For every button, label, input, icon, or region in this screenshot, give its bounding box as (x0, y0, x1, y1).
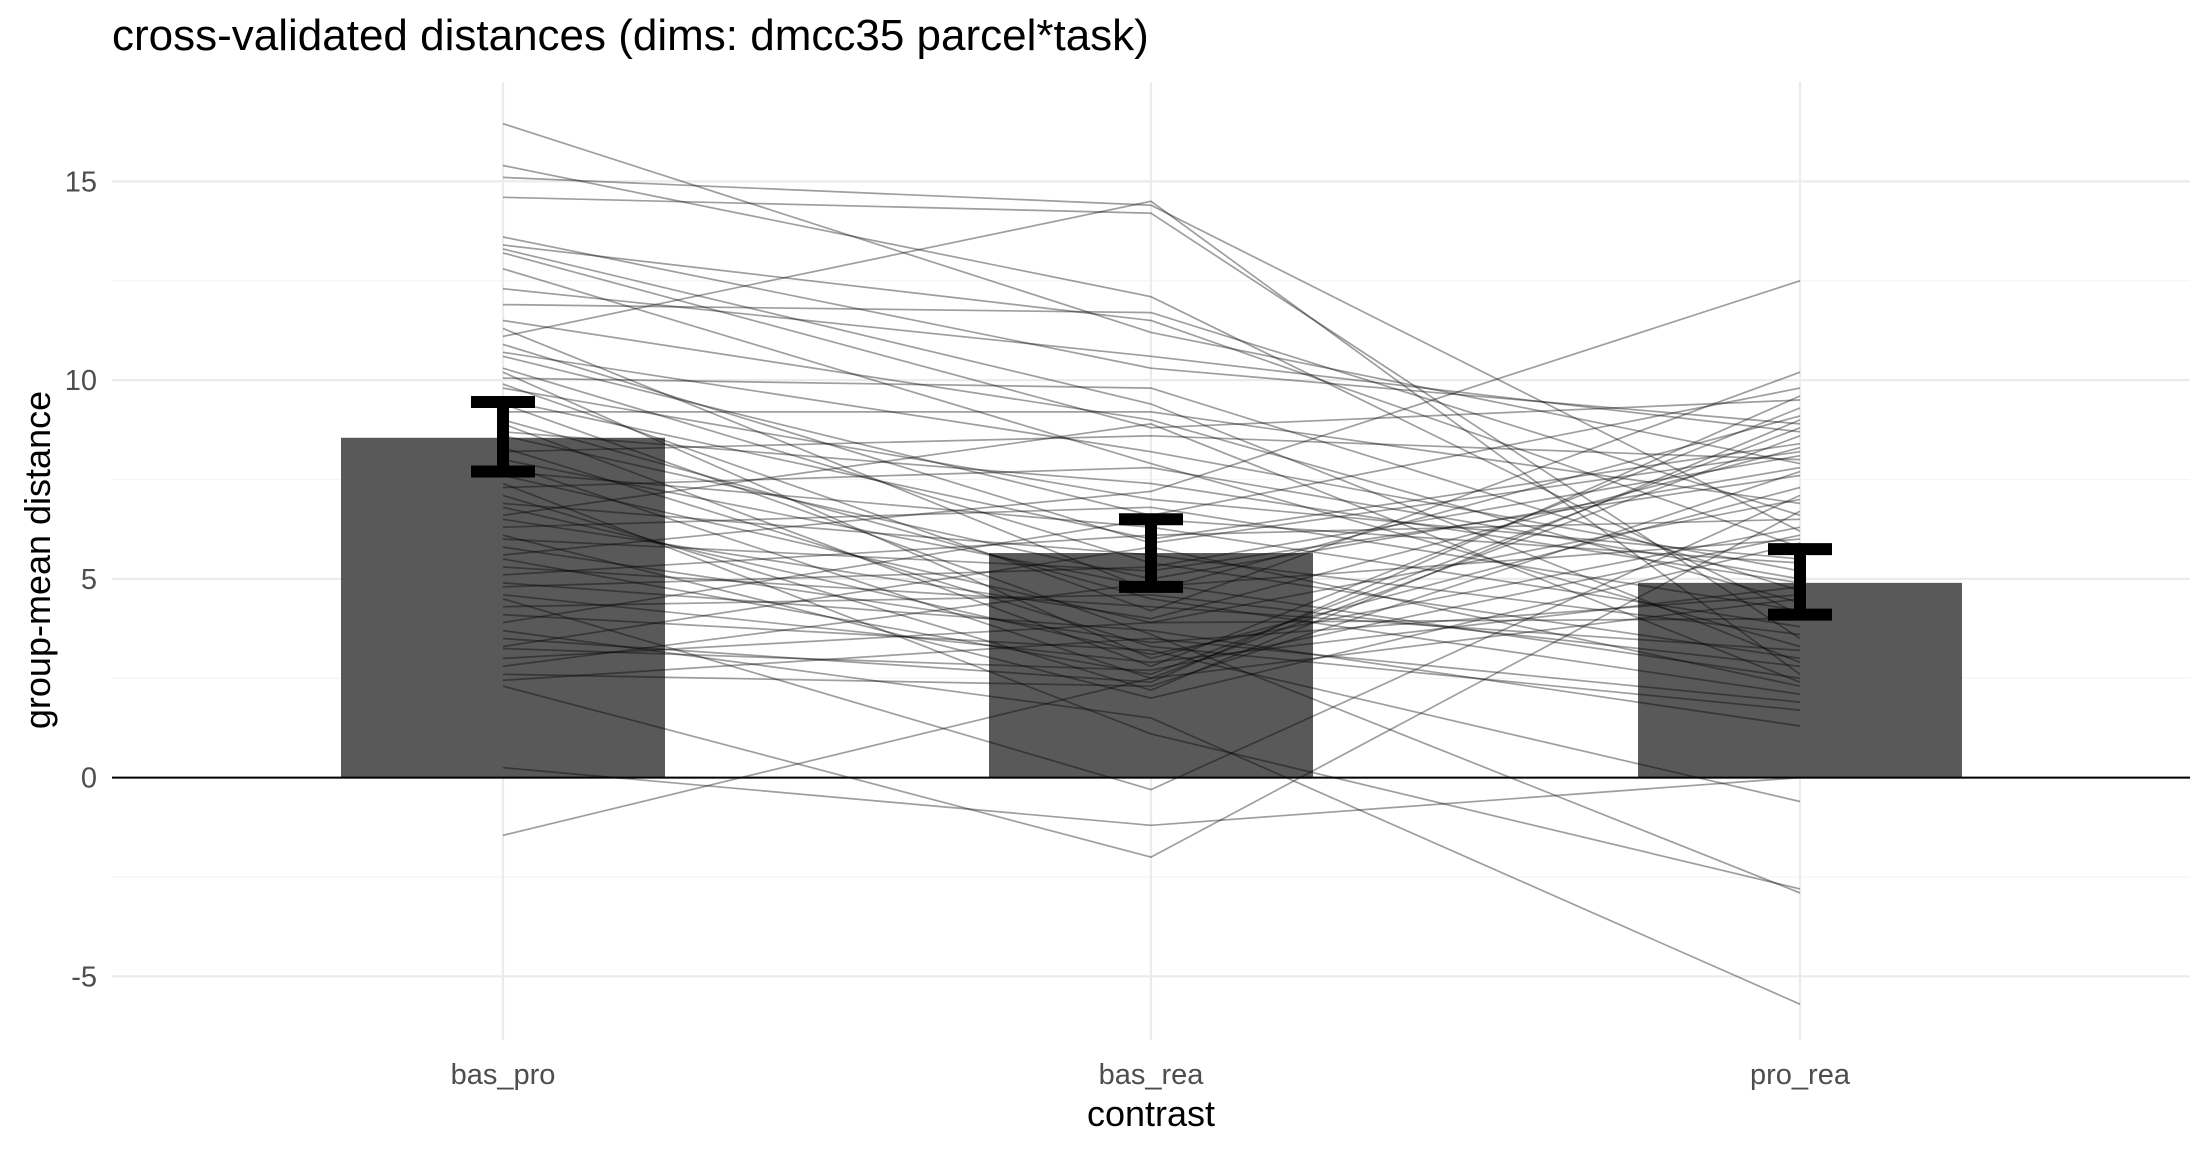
subject-line (502, 371, 1801, 660)
subject-line (502, 122, 1801, 465)
subject-line (502, 582, 1801, 727)
bars (341, 437, 1962, 778)
error-bars (471, 395, 1832, 621)
subject-line (502, 377, 1801, 592)
subject-line (502, 395, 1801, 684)
subject-line (502, 534, 1801, 699)
subject-line (502, 244, 1801, 548)
subject-line (502, 566, 1801, 652)
subject-line (502, 637, 1801, 703)
subject-line (502, 196, 1801, 640)
subject-line (502, 466, 1801, 580)
subject-line (502, 407, 1801, 668)
subject-line (502, 319, 1801, 604)
x-axis-tick-labels: bas_pro bas_rea pro_rea (451, 1059, 1851, 1091)
y-axis-title: group-mean distance (17, 391, 58, 729)
subject-line (503, 411, 1801, 505)
subject-line (502, 351, 1801, 572)
subject-line (502, 176, 1801, 532)
subject-line (502, 371, 1801, 612)
subject-line (502, 593, 1801, 668)
bar-bas_pro (341, 437, 665, 778)
x-tick-label: pro_rea (1750, 1059, 1851, 1091)
subject-line (502, 423, 1801, 683)
subject-line (502, 419, 1801, 692)
subject-line (502, 546, 1801, 644)
x-tick-label: bas_rea (1099, 1059, 1205, 1091)
y-tick-label: 10 (65, 365, 97, 397)
subject-line (502, 200, 1801, 675)
subject-line (502, 252, 1801, 429)
subject-line (502, 387, 1801, 560)
subject-line (502, 446, 1801, 711)
subject-line (502, 435, 1801, 680)
y-axis-tick-labels: -5 0 5 10 15 (65, 166, 97, 993)
subject-line (502, 482, 1801, 890)
subject-line (502, 303, 1801, 517)
subject-line (502, 430, 1801, 584)
subject-line (502, 427, 1801, 676)
subject-line (502, 474, 1801, 624)
subject-line (502, 494, 1801, 791)
subject-line (502, 613, 1801, 803)
subject-line (502, 766, 1801, 827)
chart-title: cross-validated distances (dims: dmcc35 … (112, 11, 1149, 60)
y-tick-label: 15 (65, 166, 97, 198)
subject-line (502, 506, 1801, 612)
subject-line (502, 470, 1801, 688)
subject-line (502, 510, 1801, 859)
subject-line (502, 164, 1801, 616)
x-axis-title: contrast (1087, 1093, 1215, 1134)
y-tick-label: -5 (71, 961, 97, 993)
subject-line (502, 403, 1801, 894)
subject-line (502, 617, 1801, 660)
subject-line (502, 267, 1801, 648)
subject-line (502, 419, 1801, 696)
subject-line (502, 287, 1801, 433)
x-tick-label: bas_pro (451, 1059, 556, 1091)
subject-line (502, 585, 1801, 664)
error-bar-bas_rea (1119, 513, 1183, 593)
subject-line (502, 434, 1801, 461)
subject-line (502, 236, 1801, 425)
subject-line (502, 506, 1801, 656)
subject-line (502, 279, 1801, 556)
error-bar-pro_rea (1768, 543, 1832, 621)
error-bar-bas_pro (471, 395, 535, 478)
y-tick-label: 5 (81, 564, 97, 596)
subject-line (502, 534, 1801, 672)
subject-line (502, 629, 1801, 1005)
y-tick-label: 0 (81, 763, 97, 795)
subject-line (502, 248, 1801, 664)
subject-line (502, 446, 1801, 620)
subject-line (502, 597, 1801, 837)
